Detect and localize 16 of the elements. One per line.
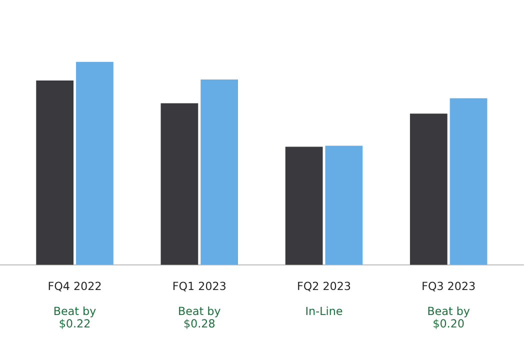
bar xyxy=(200,80,238,265)
bar xyxy=(410,114,448,265)
bar xyxy=(325,146,363,265)
x-tick-label: FQ1 2023 xyxy=(173,282,226,292)
bar xyxy=(160,103,198,265)
x-tick-label: FQ2 2023 xyxy=(298,282,350,292)
bar xyxy=(36,80,74,265)
x-tick-label: FQ4 2022 xyxy=(48,282,101,292)
bar xyxy=(76,62,114,265)
text: Beat by $0.20 xyxy=(428,306,470,330)
x-tick-label: FQ3 2023 xyxy=(422,282,475,292)
bar xyxy=(450,98,488,265)
text: Beat by $0.22 xyxy=(54,306,96,330)
bar xyxy=(285,146,323,265)
text: In-Line xyxy=(306,306,342,316)
text: Beat by $0.28 xyxy=(179,306,220,330)
